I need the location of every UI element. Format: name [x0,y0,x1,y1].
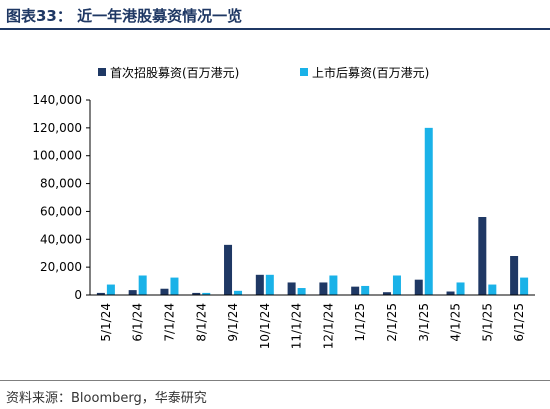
y-tick-label: 100,000 [32,149,82,163]
x-axis: 5/1/24 6/1/24 7/1/24 8/1/24 9/1/24 10/1/24 11/… [90,294,535,349]
x-tick-label: 2/1/25 [385,303,399,342]
bar-ipo-8 [319,282,328,295]
bar-ipo-12 [446,291,455,295]
y-tick-label: 80,000 [40,177,82,191]
y-tick-label: 140,000 [32,93,82,107]
legend: 首次招股募资(百万港元) 上市后募资(百万港元) [98,65,429,80]
y-tick-label: 60,000 [40,204,82,218]
y-axis: 0 20,000 40,000 60,000 80,000 100,000 120,000 1… [32,93,91,302]
bar-followon-7 [297,288,306,295]
x-tick-label: 10/1/24 [258,303,272,349]
source-bar: 资料来源：Bloomberg，华泰研究 [0,380,550,409]
y-tick-label: 0 [74,288,82,302]
x-tick-label: 6/1/25 [512,303,526,342]
bar-ipo-4 [192,292,201,295]
bar-followon-4 [202,292,211,295]
x-tick-label: 6/1/24 [131,303,145,342]
bar-ipo-14 [510,256,519,295]
title-bar: 图表33： 近一年港股募资情况一览 [0,0,550,30]
y-tick-label: 20,000 [40,260,82,274]
bar-ipo-9 [351,286,360,295]
bar-followon-2 [138,275,147,295]
bar-followon-14 [520,277,529,295]
bars [96,127,529,295]
x-tick-label: 5/1/24 [99,303,113,342]
bar-ipo-2 [128,290,137,295]
bar-ipo-10 [382,292,391,295]
bar-followon-8 [329,275,338,295]
bar-ipo-3 [160,288,169,295]
legend-swatch-1 [98,68,106,76]
source-note: 资料来源：Bloomberg，华泰研究 [6,391,207,406]
bar-followon-13 [488,284,497,295]
bar-followon-6 [265,274,274,295]
y-tick-label: 120,000 [32,121,82,135]
bar-ipo-11 [414,279,423,295]
x-tick-label: 9/1/24 [226,303,240,342]
bar-ipo-5 [224,244,233,295]
x-tick-label: 11/1/24 [290,303,304,349]
bar-followon-9 [361,285,370,295]
bar-ipo-1 [96,292,105,295]
y-tick-label: 40,000 [40,232,82,246]
legend-label-2: 上市后募资(百万港元) [312,65,429,80]
bar-chart: 首次招股募资(百万港元) 上市后募资(百万港元) 0 20,000 40,000 60,… [32,65,535,349]
bar-followon-11 [424,127,433,295]
x-tick-label: 3/1/25 [417,303,431,342]
legend-swatch-2 [300,68,308,76]
x-tick-label: 8/1/24 [194,303,208,342]
bar-ipo-13 [478,217,487,295]
bar-followon-1 [106,284,115,295]
x-tick-label: 12/1/24 [321,303,335,349]
bar-followon-10 [392,275,401,295]
bar-followon-3 [170,277,179,295]
x-tick-label: 7/1/24 [162,303,176,342]
page-title: 图表33： 近一年港股募资情况一览 [6,7,243,25]
x-tick-label: 1/1/25 [353,303,367,342]
bar-followon-5 [234,290,243,295]
bar-ipo-6 [255,274,264,295]
x-tick-label: 4/1/25 [449,303,463,342]
legend-label-1: 首次招股募资(百万港元) [110,66,239,80]
bar-followon-12 [456,282,465,295]
x-tick-label: 5/1/25 [480,303,494,342]
bar-ipo-7 [287,282,296,295]
